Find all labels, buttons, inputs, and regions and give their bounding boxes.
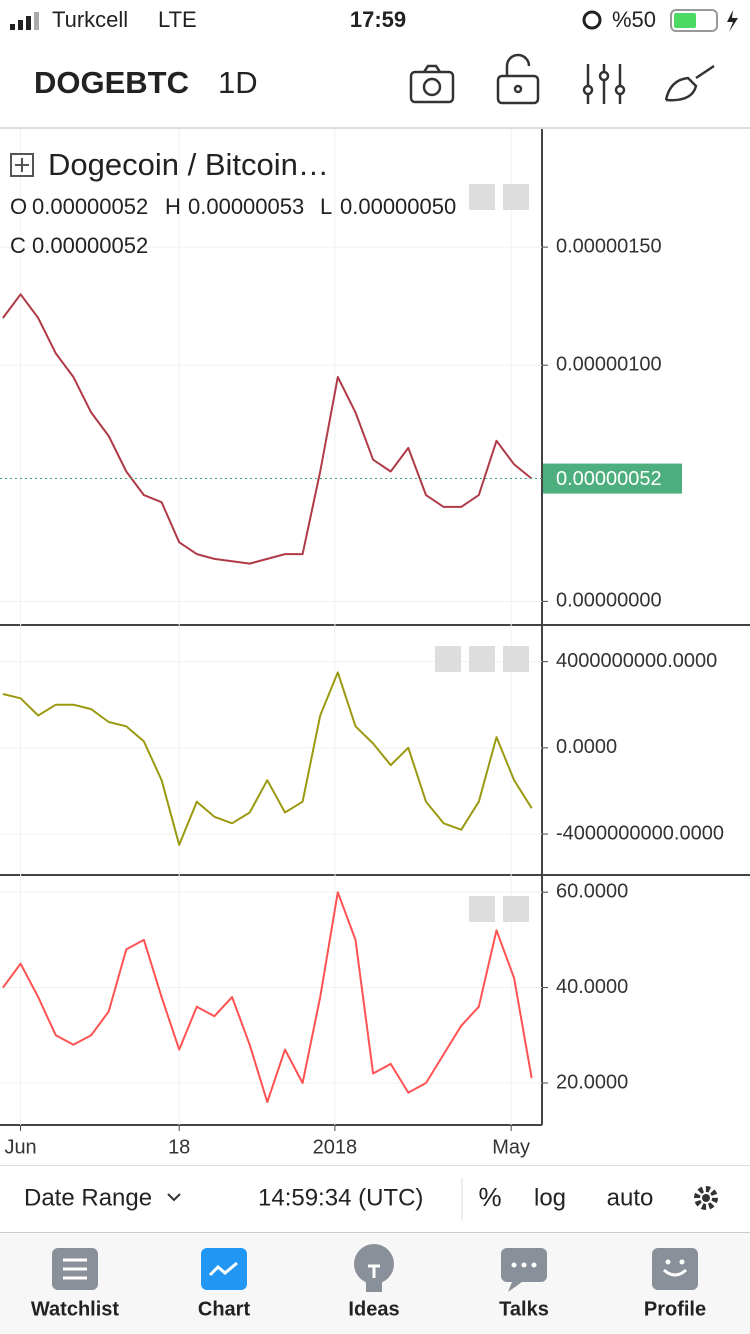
network: LTE — [158, 7, 197, 32]
tab-label[interactable]: Ideas — [348, 1298, 399, 1320]
last-price-label: 0.00000052 — [556, 468, 662, 490]
y-tick-label: 4000000000.0000 — [556, 650, 717, 672]
ohlc-value: 0.00000052 — [32, 233, 148, 258]
ohlc-label: C — [10, 233, 26, 258]
x-tick-label: 2018 — [313, 1136, 358, 1158]
y-tick-label: 20.0000 — [556, 1071, 628, 1093]
carrier: Turkcell — [52, 7, 128, 32]
y-tick-label: 0.00000100 — [556, 353, 662, 375]
ohlc-value: 0.00000053 — [188, 194, 304, 219]
last-price-tag — [543, 463, 682, 494]
interval[interactable]: 1D — [218, 65, 258, 100]
utc-time[interactable]: 14:59:34 (UTC) — [258, 1184, 423, 1211]
y-tick-label: 0.00000150 — [556, 235, 662, 257]
ohlc-value: 0.00000050 — [340, 194, 456, 219]
header-icons[interactable] — [409, 53, 715, 105]
ohlc-label: H — [165, 194, 181, 219]
x-tick-label: Jun — [4, 1136, 36, 1158]
plots: Jun 18 2018 May 0.00000000 0.00000100 0.000001… — [0, 129, 724, 1158]
auto-toggle[interactable]: auto — [607, 1184, 654, 1211]
symbol[interactable]: DOGEBTC — [34, 65, 189, 100]
percent-toggle[interactable]: % — [478, 1182, 501, 1212]
series-line — [2, 891, 533, 1104]
x-tick-label: 18 — [168, 1136, 190, 1158]
chart-legend: Dogecoin / Bitcoin… O 0.00000052 H 0.000… — [10, 147, 529, 922]
clock: 17:59 — [350, 7, 406, 32]
status-bar: Turkcell LTE 17:59 %50 — [10, 7, 738, 32]
x-tick-label: May — [492, 1136, 530, 1158]
tab-label[interactable]: Talks — [499, 1298, 549, 1320]
y-tick-label: -4000000000.0000 — [556, 822, 724, 844]
series-line — [2, 293, 533, 565]
pane-buttons[interactable] — [435, 184, 529, 922]
y-tick-label: 0.0000 — [556, 736, 617, 758]
header: DOGEBTC 1D — [0, 53, 750, 129]
bottom-toolbar: Date Range 14:59:34 (UTC) % log auto — [0, 1165, 750, 1220]
y-tick-label: 0.00000000 — [556, 590, 662, 612]
log-toggle[interactable]: log — [534, 1184, 566, 1211]
tab-bar: Watchlist Chart Ideas Talks Profile — [0, 1232, 750, 1334]
chart-title: Dogecoin / Bitcoin… — [48, 147, 329, 182]
ohlc-label: O — [10, 194, 27, 219]
tab-label[interactable]: Chart — [198, 1298, 251, 1320]
tab-label[interactable]: Profile — [644, 1298, 706, 1320]
date-range-button[interactable]: Date Range — [24, 1184, 152, 1211]
panel-frame — [0, 129, 750, 1126]
ohlc-label: L — [320, 194, 332, 219]
ohlc-value: 0.00000052 — [32, 194, 148, 219]
y-tick-label: 40.0000 — [556, 976, 628, 998]
tab-label[interactable]: Watchlist — [31, 1298, 119, 1320]
battery-percent: %50 — [612, 7, 656, 32]
series-line — [2, 671, 533, 846]
y-tick-label: 60.0000 — [556, 880, 628, 902]
